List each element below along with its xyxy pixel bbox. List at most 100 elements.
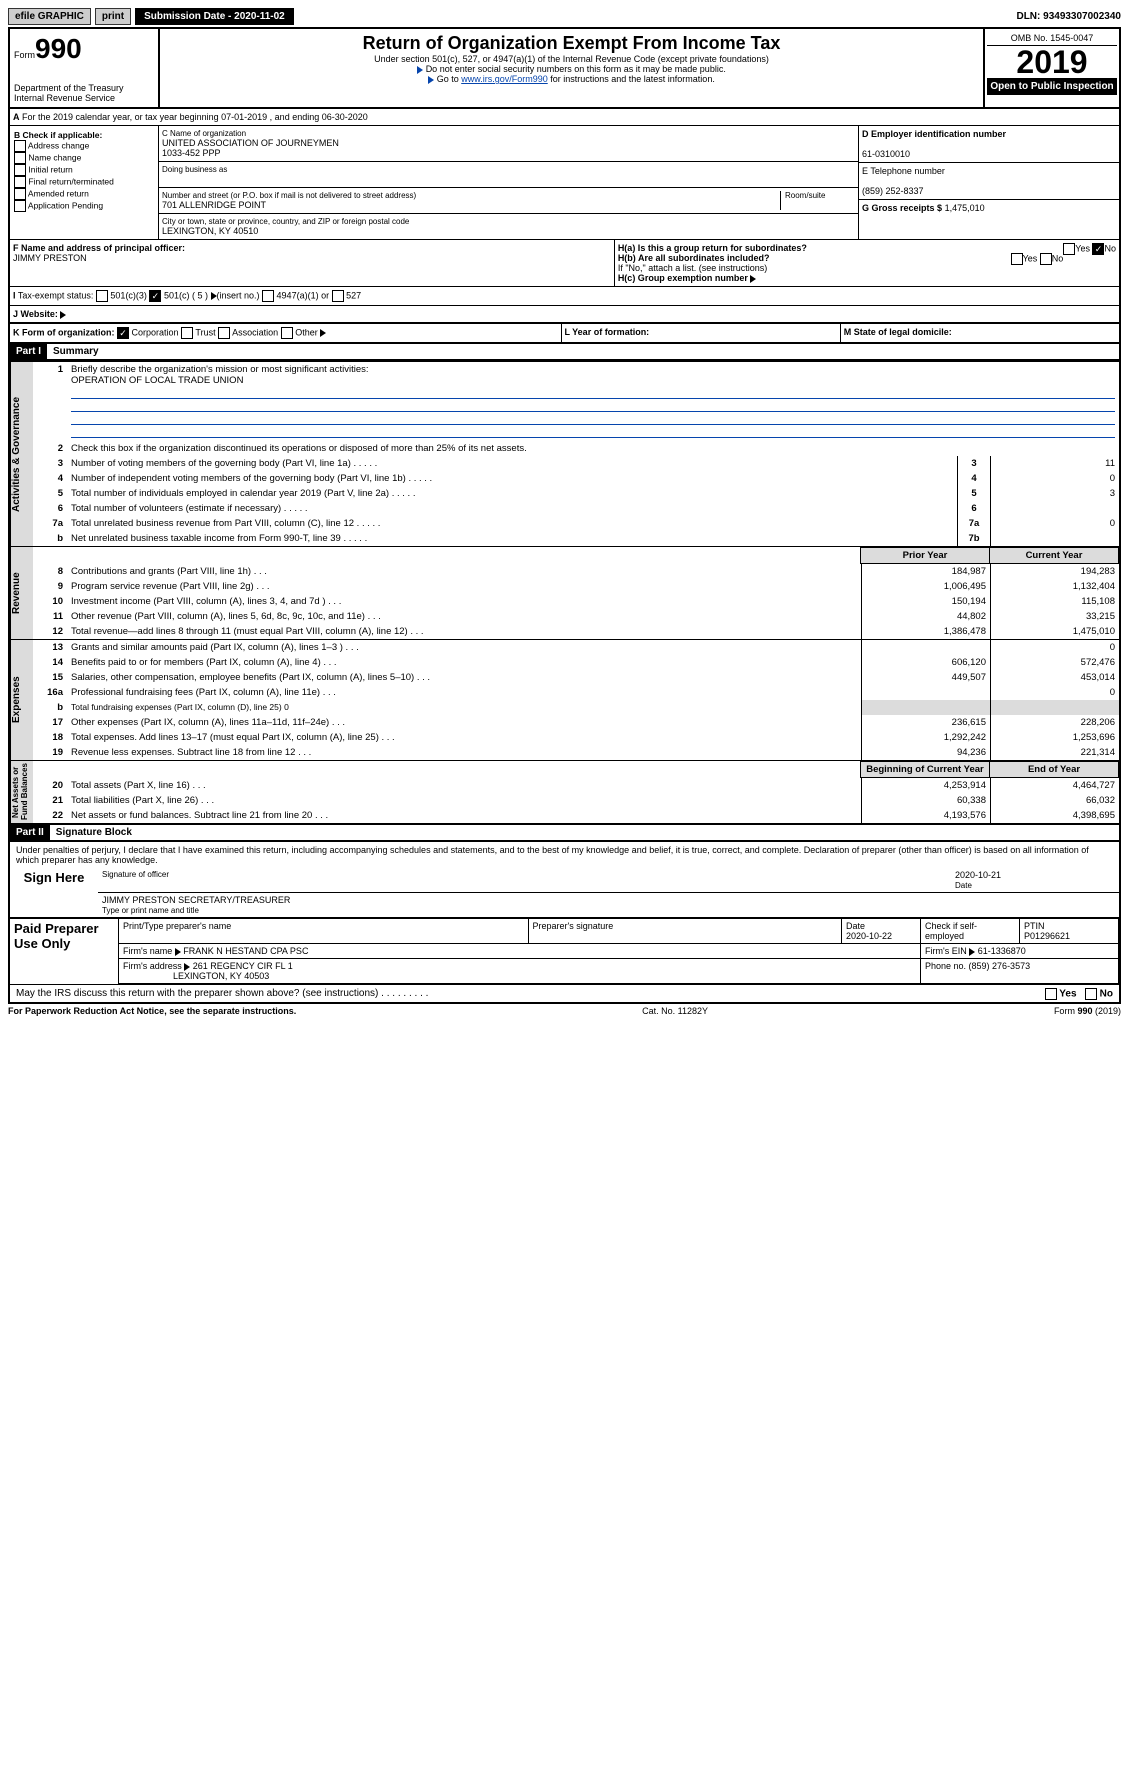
arrow-icon	[60, 311, 66, 319]
dept-treasury: Department of the TreasuryInternal Reven…	[14, 83, 154, 103]
arrow-icon	[969, 948, 975, 956]
dln: DLN: 93493307002340	[1016, 11, 1121, 22]
checkbox-amended[interactable]	[14, 188, 26, 200]
prior-year-hdr: Prior Year	[861, 548, 990, 564]
discuss-question: May the IRS discuss this return with the…	[16, 988, 378, 999]
part2-header: Part II	[10, 825, 50, 840]
arrow-icon	[750, 275, 756, 283]
firm-city: LEXINGTON, KY 40503	[173, 971, 269, 981]
checkbox-name[interactable]	[14, 152, 26, 164]
cb-corp[interactable]: ✓	[117, 327, 129, 339]
form-footer: Form 990 (2019)	[1054, 1006, 1121, 1016]
ein-value: 61-0310010	[862, 149, 910, 159]
sign-here-label: Sign Here	[10, 868, 98, 917]
cat-number: Cat. No. 11282Y	[642, 1006, 708, 1016]
ha-no[interactable]: ✓	[1092, 243, 1104, 255]
prep-sig-label: Preparer's signature	[528, 918, 841, 944]
phone-value: (859) 252-8337	[862, 186, 924, 196]
hb-yes[interactable]	[1011, 253, 1023, 265]
cb-other[interactable]	[281, 327, 293, 339]
paid-preparer-label: Paid Preparer Use Only	[10, 918, 119, 984]
form-word: Form	[14, 50, 35, 60]
city-state-zip: LEXINGTON, KY 40510	[162, 226, 855, 236]
prep-date: 2020-10-22	[846, 931, 892, 941]
efile-label: efile GRAPHIC	[8, 8, 91, 25]
arrow-icon	[175, 948, 181, 956]
ptin-label: PTIN	[1024, 921, 1045, 931]
print-button[interactable]: print	[95, 8, 131, 25]
cb-assoc[interactable]	[218, 327, 230, 339]
ha-yes[interactable]	[1063, 243, 1075, 255]
eoy-hdr: End of Year	[990, 762, 1119, 778]
subtitle-2: Do not enter social security numbers on …	[426, 64, 726, 74]
discuss-yes[interactable]	[1045, 988, 1057, 1000]
checkbox-initial[interactable]	[14, 164, 26, 176]
sig-officer-label: Signature of officer	[102, 870, 947, 879]
dba-label: Doing business as	[162, 165, 855, 174]
arrow-icon	[417, 66, 423, 74]
hc-label: H(c) Group exemption number	[618, 273, 748, 283]
section-b-checkboxes: B Check if applicable: Address change Na…	[10, 126, 159, 239]
room-label: Room/suite	[785, 191, 855, 200]
checkbox-pending[interactable]	[14, 200, 26, 212]
tax-period: A For the 2019 calendar year, or tax yea…	[10, 109, 1119, 126]
date-label: Date	[955, 881, 972, 890]
officer-name: JIMMY PRESTON	[13, 253, 87, 263]
firm-ein: 61-1336870	[978, 946, 1026, 956]
form-org-label: K Form of organization:	[13, 327, 115, 337]
submission-date: Submission Date - 2020-11-02	[135, 8, 294, 25]
ein-label: D Employer identification number	[862, 129, 1006, 139]
firm-addr-label: Firm's address	[123, 961, 184, 971]
firm-phone: Phone no. (859) 276-3573	[921, 959, 1119, 984]
subtitle-1: Under section 501(c), 527, or 4947(a)(1)…	[164, 54, 979, 64]
street-address: 701 ALLENRIDGE POINT	[162, 200, 780, 210]
name-title-label: Type or print name and title	[102, 906, 199, 915]
phone-label: E Telephone number	[862, 166, 945, 176]
arrow-icon	[184, 963, 190, 971]
officer-name-title: JIMMY PRESTON SECRETARY/TREASURER	[102, 895, 290, 905]
cb-trust[interactable]	[181, 327, 193, 339]
firm-address: 261 REGENCY CIR FL 1	[193, 961, 293, 971]
ha-label: H(a) Is this a group return for subordin…	[618, 243, 807, 253]
tax-exempt-label: Tax-exempt status:	[18, 290, 94, 300]
firm-ein-label: Firm's EIN	[925, 946, 969, 956]
mission-text: OPERATION OF LOCAL TRADE UNION	[71, 375, 243, 386]
website-label: Website:	[21, 309, 58, 319]
top-toolbar: efile GRAPHIC print Submission Date - 20…	[8, 8, 1121, 25]
discuss-no[interactable]	[1085, 988, 1097, 1000]
org-name-2: 1033-452 PPP	[162, 148, 855, 158]
year-formation-label: L Year of formation:	[565, 327, 650, 337]
self-emp-label: Check if self-employed	[921, 918, 1020, 944]
declaration: Under penalties of perjury, I declare th…	[10, 842, 1119, 868]
bcy-hdr: Beginning of Current Year	[861, 762, 990, 778]
open-inspection: Open to Public Inspection	[987, 78, 1117, 95]
addr-label: Number and street (or P.O. box if mail i…	[162, 191, 780, 200]
irs-link[interactable]: www.irs.gov/Form990	[461, 74, 548, 84]
prep-name-label: Print/Type preparer's name	[119, 918, 529, 944]
cb-4947[interactable]	[262, 290, 274, 302]
part1-header: Part I	[10, 344, 47, 359]
tax-year: 2019	[987, 46, 1117, 78]
part1-title: Summary	[47, 346, 99, 357]
cb-527[interactable]	[332, 290, 344, 302]
ptin-value: P01296621	[1024, 931, 1070, 941]
checkbox-address[interactable]	[14, 140, 26, 152]
cb-501c[interactable]: ✓	[149, 290, 161, 302]
hb-no[interactable]	[1040, 253, 1052, 265]
part2-title: Signature Block	[50, 827, 132, 838]
hb-label: H(b) Are all subordinates included?	[618, 253, 770, 263]
org-name: UNITED ASSOCIATION OF JOURNEYMEN	[162, 138, 855, 148]
gross-receipts-value: 1,475,010	[945, 203, 985, 213]
arrow-icon	[320, 329, 326, 337]
checkbox-final[interactable]	[14, 176, 26, 188]
arrow-icon	[428, 76, 434, 84]
firm-name: FRANK N HESTAND CPA PSC	[183, 946, 308, 956]
pra-notice: For Paperwork Reduction Act Notice, see …	[8, 1006, 296, 1016]
cb-501c3[interactable]	[96, 290, 108, 302]
side-revenue: Revenue	[10, 547, 33, 639]
sig-date: 2020-10-21	[955, 870, 1001, 880]
line2-text: Check this box if the organization disco…	[67, 441, 1119, 456]
prep-date-label: Date	[846, 921, 865, 931]
officer-label: F Name and address of principal officer:	[13, 243, 185, 253]
side-netassets: Net Assets orFund Balances	[10, 761, 33, 823]
